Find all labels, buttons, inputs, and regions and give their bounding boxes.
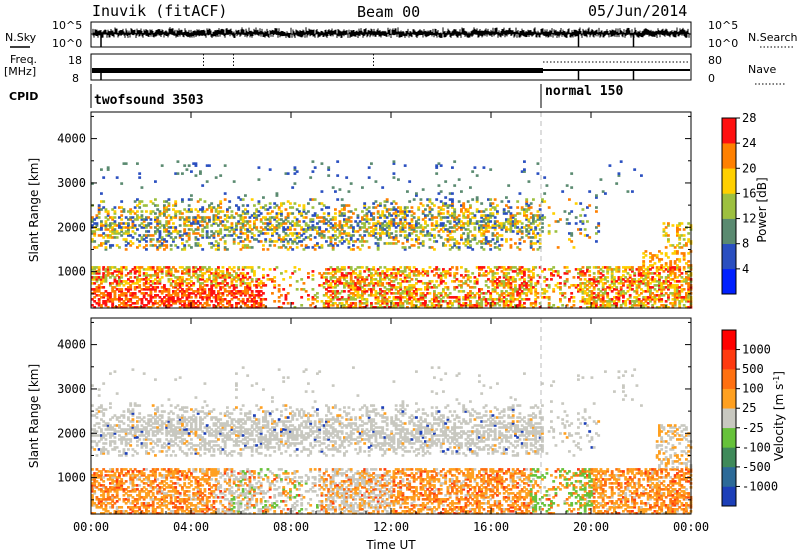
- velocity-y-tick-3: 4000: [57, 338, 86, 352]
- velocity-colorbar: 1000 500 100 25 -25 -100 -500 -1000: [721, 329, 778, 507]
- velocity-colorbar-tick-6: -500: [742, 460, 771, 474]
- freq-label-1: Freq.: [10, 53, 37, 66]
- x-tick-4: 16:00: [473, 520, 509, 534]
- station-title: Inuvik (fitACF): [92, 2, 227, 20]
- power-colorbar: 4 8 12 16 20 24 28: [721, 111, 756, 295]
- power-y-tick-2: 3000: [57, 176, 86, 190]
- nsearch-tick-top: 10^5: [708, 19, 738, 32]
- nave-label: Nave: [748, 63, 776, 76]
- cpid-segment-2: normal 150: [545, 84, 623, 99]
- x-tick-0: 00:00: [73, 520, 109, 534]
- x-tick-2: 08:00: [273, 520, 309, 534]
- power-colorbar-tick-2: 12: [742, 212, 756, 226]
- velocity-colorbar-tick-4: -25: [742, 421, 764, 435]
- power-panel: 1000 2000 3000 4000 Slant Range [km] 4 8 12 16…: [27, 111, 769, 309]
- velocity-colorbar-tick-0: 1000: [742, 343, 771, 357]
- nave-tick-bottom: 0: [708, 72, 715, 85]
- x-tick-5: 20:00: [573, 520, 609, 534]
- freq-tick-top: 18: [68, 54, 82, 67]
- power-colorbar-label: Power [dB]: [755, 177, 769, 242]
- velocity-colorbar-tick-3: 25: [742, 401, 756, 415]
- date-title: 05/Jun/2014: [588, 2, 687, 20]
- nsearch-tick-bottom: 10^0: [708, 37, 738, 50]
- velocity-y-tick-0: 1000: [57, 471, 86, 485]
- nsky-label: N.Sky: [5, 31, 37, 44]
- beam-title: Beam 00: [357, 3, 420, 21]
- power-colorbar-tick-1: 8: [742, 237, 749, 251]
- cpid-segment-1: twofsound 3503: [94, 93, 204, 108]
- power-colorbar-tick-0: 4: [742, 262, 749, 276]
- velocity-colorbar-tick-1: 500: [742, 362, 764, 376]
- nsky-tick-bottom: 10^0: [52, 37, 82, 50]
- power-y-tick-0: 1000: [57, 265, 86, 279]
- cpid-strip: CPID twofsound 3503 normal 150: [9, 84, 623, 108]
- freq-tick-bottom: 8: [72, 72, 79, 85]
- freq-panel: Freq. [MHz] 18 8 80 0 Nave: [4, 53, 785, 85]
- power-colorbar-tick-5: 24: [742, 136, 756, 150]
- velocity-y-tick-2: 3000: [57, 382, 86, 396]
- power-colorbar-tick-6: 28: [742, 111, 756, 125]
- power-colorbar-tick-3: 16: [742, 186, 756, 200]
- power-y-tick-3: 4000: [57, 132, 86, 146]
- nsearch-label: N.Search: [748, 31, 798, 44]
- velocity-colorbar-tick-5: -100: [742, 440, 771, 454]
- x-tick-1: 04:00: [173, 520, 209, 534]
- nsky-tick-top: 10^5: [52, 19, 82, 32]
- x-tick-6: 00:00: [673, 520, 709, 534]
- velocity-colorbar-tick-2: 100: [742, 382, 764, 396]
- nsky-panel: N.Sky 10^5 10^0 10^5 10^0 N.Search: [5, 19, 798, 50]
- cpid-label: CPID: [9, 90, 38, 103]
- freq-label-2: [MHz]: [4, 65, 36, 78]
- nave-tick-top: 80: [708, 54, 722, 67]
- velocity-y-label: Slant Range [km]: [27, 364, 41, 468]
- power-y-tick-1: 2000: [57, 220, 86, 234]
- power-y-label: Slant Range [km]: [27, 158, 41, 262]
- velocity-y-tick-1: 2000: [57, 426, 86, 440]
- x-axis-label: Time UT: [365, 538, 416, 552]
- velocity-colorbar-label: Velocity [m s-1]: [772, 371, 787, 461]
- velocity-colorbar-tick-7: -1000: [742, 479, 778, 493]
- velocity-panel: 1000 2000 3000 4000 Slant Range [km] 00:00 0…: [27, 112, 786, 552]
- power-colorbar-tick-4: 20: [742, 161, 756, 175]
- x-tick-3: 12:00: [373, 520, 409, 534]
